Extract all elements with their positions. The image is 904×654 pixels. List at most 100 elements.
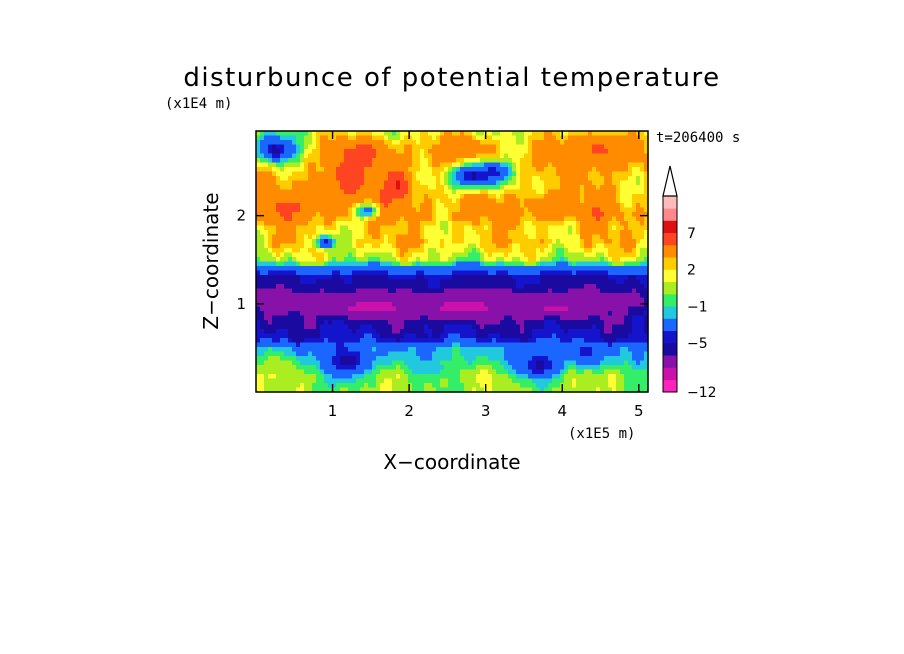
field-cell [464, 176, 469, 182]
field-cell [640, 149, 645, 155]
field-cell [636, 243, 641, 249]
field-cell [368, 288, 373, 294]
field-cell [260, 351, 265, 357]
field-cell [476, 234, 481, 240]
field-cell [256, 261, 261, 267]
field-cell [612, 149, 617, 155]
field-cell [452, 351, 457, 357]
field-cell [644, 342, 649, 348]
field-cell [312, 144, 317, 150]
field-cell [388, 297, 393, 303]
field-cell [504, 329, 509, 335]
field-cell [584, 293, 589, 299]
field-cell [340, 176, 345, 182]
field-cell [372, 221, 377, 227]
field-cell [276, 207, 281, 213]
field-cell [384, 320, 389, 326]
field-cell [392, 261, 397, 267]
field-cell [560, 338, 565, 344]
field-cell [592, 311, 597, 317]
field-cell [640, 347, 645, 353]
field-cell [444, 212, 449, 218]
field-cell [476, 252, 481, 258]
field-cell [384, 270, 389, 276]
field-cell [480, 131, 485, 137]
field-cell [404, 257, 409, 263]
field-cell [264, 239, 269, 245]
field-cell [596, 338, 601, 344]
field-cell [488, 324, 493, 330]
field-cell [592, 144, 597, 150]
field-cell [340, 275, 345, 281]
field-cell [440, 203, 445, 209]
field-cell [448, 167, 453, 173]
field-cell [308, 275, 313, 281]
field-cell [568, 171, 573, 177]
field-cell [632, 216, 637, 222]
field-cell [440, 176, 445, 182]
field-cell [424, 207, 429, 213]
field-cell [436, 176, 441, 182]
field-cell [592, 293, 597, 299]
field-cell [580, 306, 585, 312]
field-cell [296, 257, 301, 263]
field-cell [376, 207, 381, 213]
field-cell [440, 351, 445, 357]
field-cell [468, 333, 473, 339]
field-cell [424, 230, 429, 236]
field-cell [416, 338, 421, 344]
field-cell [328, 149, 333, 155]
field-cell [316, 185, 321, 191]
field-cell [300, 198, 305, 204]
field-cell [392, 333, 397, 339]
field-cell [488, 158, 493, 164]
field-cell [632, 252, 637, 258]
field-cell [404, 275, 409, 281]
field-cell [336, 198, 341, 204]
field-cell [552, 239, 557, 245]
field-cell [532, 198, 537, 204]
field-cell [580, 149, 585, 155]
field-cell [476, 189, 481, 195]
field-cell [496, 198, 501, 204]
field-cell [508, 279, 513, 285]
field-cell [356, 320, 361, 326]
field-cell [560, 342, 565, 348]
field-cell [584, 257, 589, 263]
field-cell [320, 257, 325, 263]
field-cell [504, 248, 509, 254]
field-cell [612, 311, 617, 317]
field-cell [596, 180, 601, 186]
field-cell [416, 140, 421, 146]
field-cell [376, 176, 381, 182]
field-cell [260, 153, 265, 159]
field-cell [428, 131, 433, 137]
field-cell [360, 302, 365, 308]
field-cell [344, 351, 349, 357]
field-cell [560, 162, 565, 168]
field-cell [572, 216, 577, 222]
field-cell [488, 338, 493, 344]
field-cell [540, 230, 545, 236]
field-cell [640, 140, 645, 146]
field-cell [416, 288, 421, 294]
field-cell [432, 342, 437, 348]
field-cell [588, 185, 593, 191]
field-cell [276, 225, 281, 231]
field-cell [396, 261, 401, 267]
field-cell [356, 302, 361, 308]
field-cell [444, 338, 449, 344]
field-cell [484, 153, 489, 159]
field-cell [584, 338, 589, 344]
field-cell [304, 225, 309, 231]
field-cell [404, 338, 409, 344]
field-cell [584, 275, 589, 281]
field-cell [444, 131, 449, 137]
field-cell [264, 293, 269, 299]
field-cell [520, 324, 525, 330]
field-cell [412, 315, 417, 321]
field-cell [592, 185, 597, 191]
field-cell [344, 311, 349, 317]
field-cell [604, 338, 609, 344]
field-cell [608, 149, 613, 155]
